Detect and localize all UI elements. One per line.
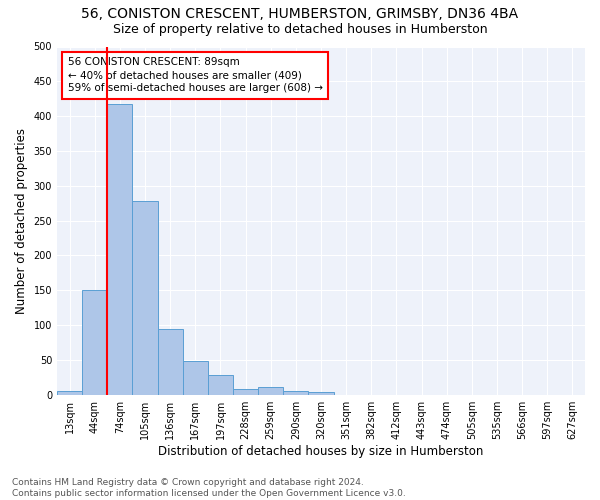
Text: Contains HM Land Registry data © Crown copyright and database right 2024.
Contai: Contains HM Land Registry data © Crown c…: [12, 478, 406, 498]
X-axis label: Distribution of detached houses by size in Humberston: Distribution of detached houses by size …: [158, 444, 484, 458]
Text: 56, CONISTON CRESCENT, HUMBERSTON, GRIMSBY, DN36 4BA: 56, CONISTON CRESCENT, HUMBERSTON, GRIMS…: [82, 8, 518, 22]
Bar: [208, 374, 233, 394]
Y-axis label: Number of detached properties: Number of detached properties: [15, 128, 28, 314]
Text: Size of property relative to detached houses in Humberston: Size of property relative to detached ho…: [113, 22, 487, 36]
Bar: [233, 389, 258, 394]
Bar: [283, 391, 308, 394]
Bar: [158, 328, 183, 394]
Bar: [82, 290, 107, 395]
Bar: [57, 391, 82, 394]
Bar: [107, 104, 133, 395]
Bar: [258, 387, 283, 394]
Bar: [133, 201, 158, 394]
Text: 56 CONISTON CRESCENT: 89sqm
← 40% of detached houses are smaller (409)
59% of se: 56 CONISTON CRESCENT: 89sqm ← 40% of det…: [68, 57, 323, 94]
Bar: [308, 392, 334, 394]
Bar: [183, 360, 208, 394]
